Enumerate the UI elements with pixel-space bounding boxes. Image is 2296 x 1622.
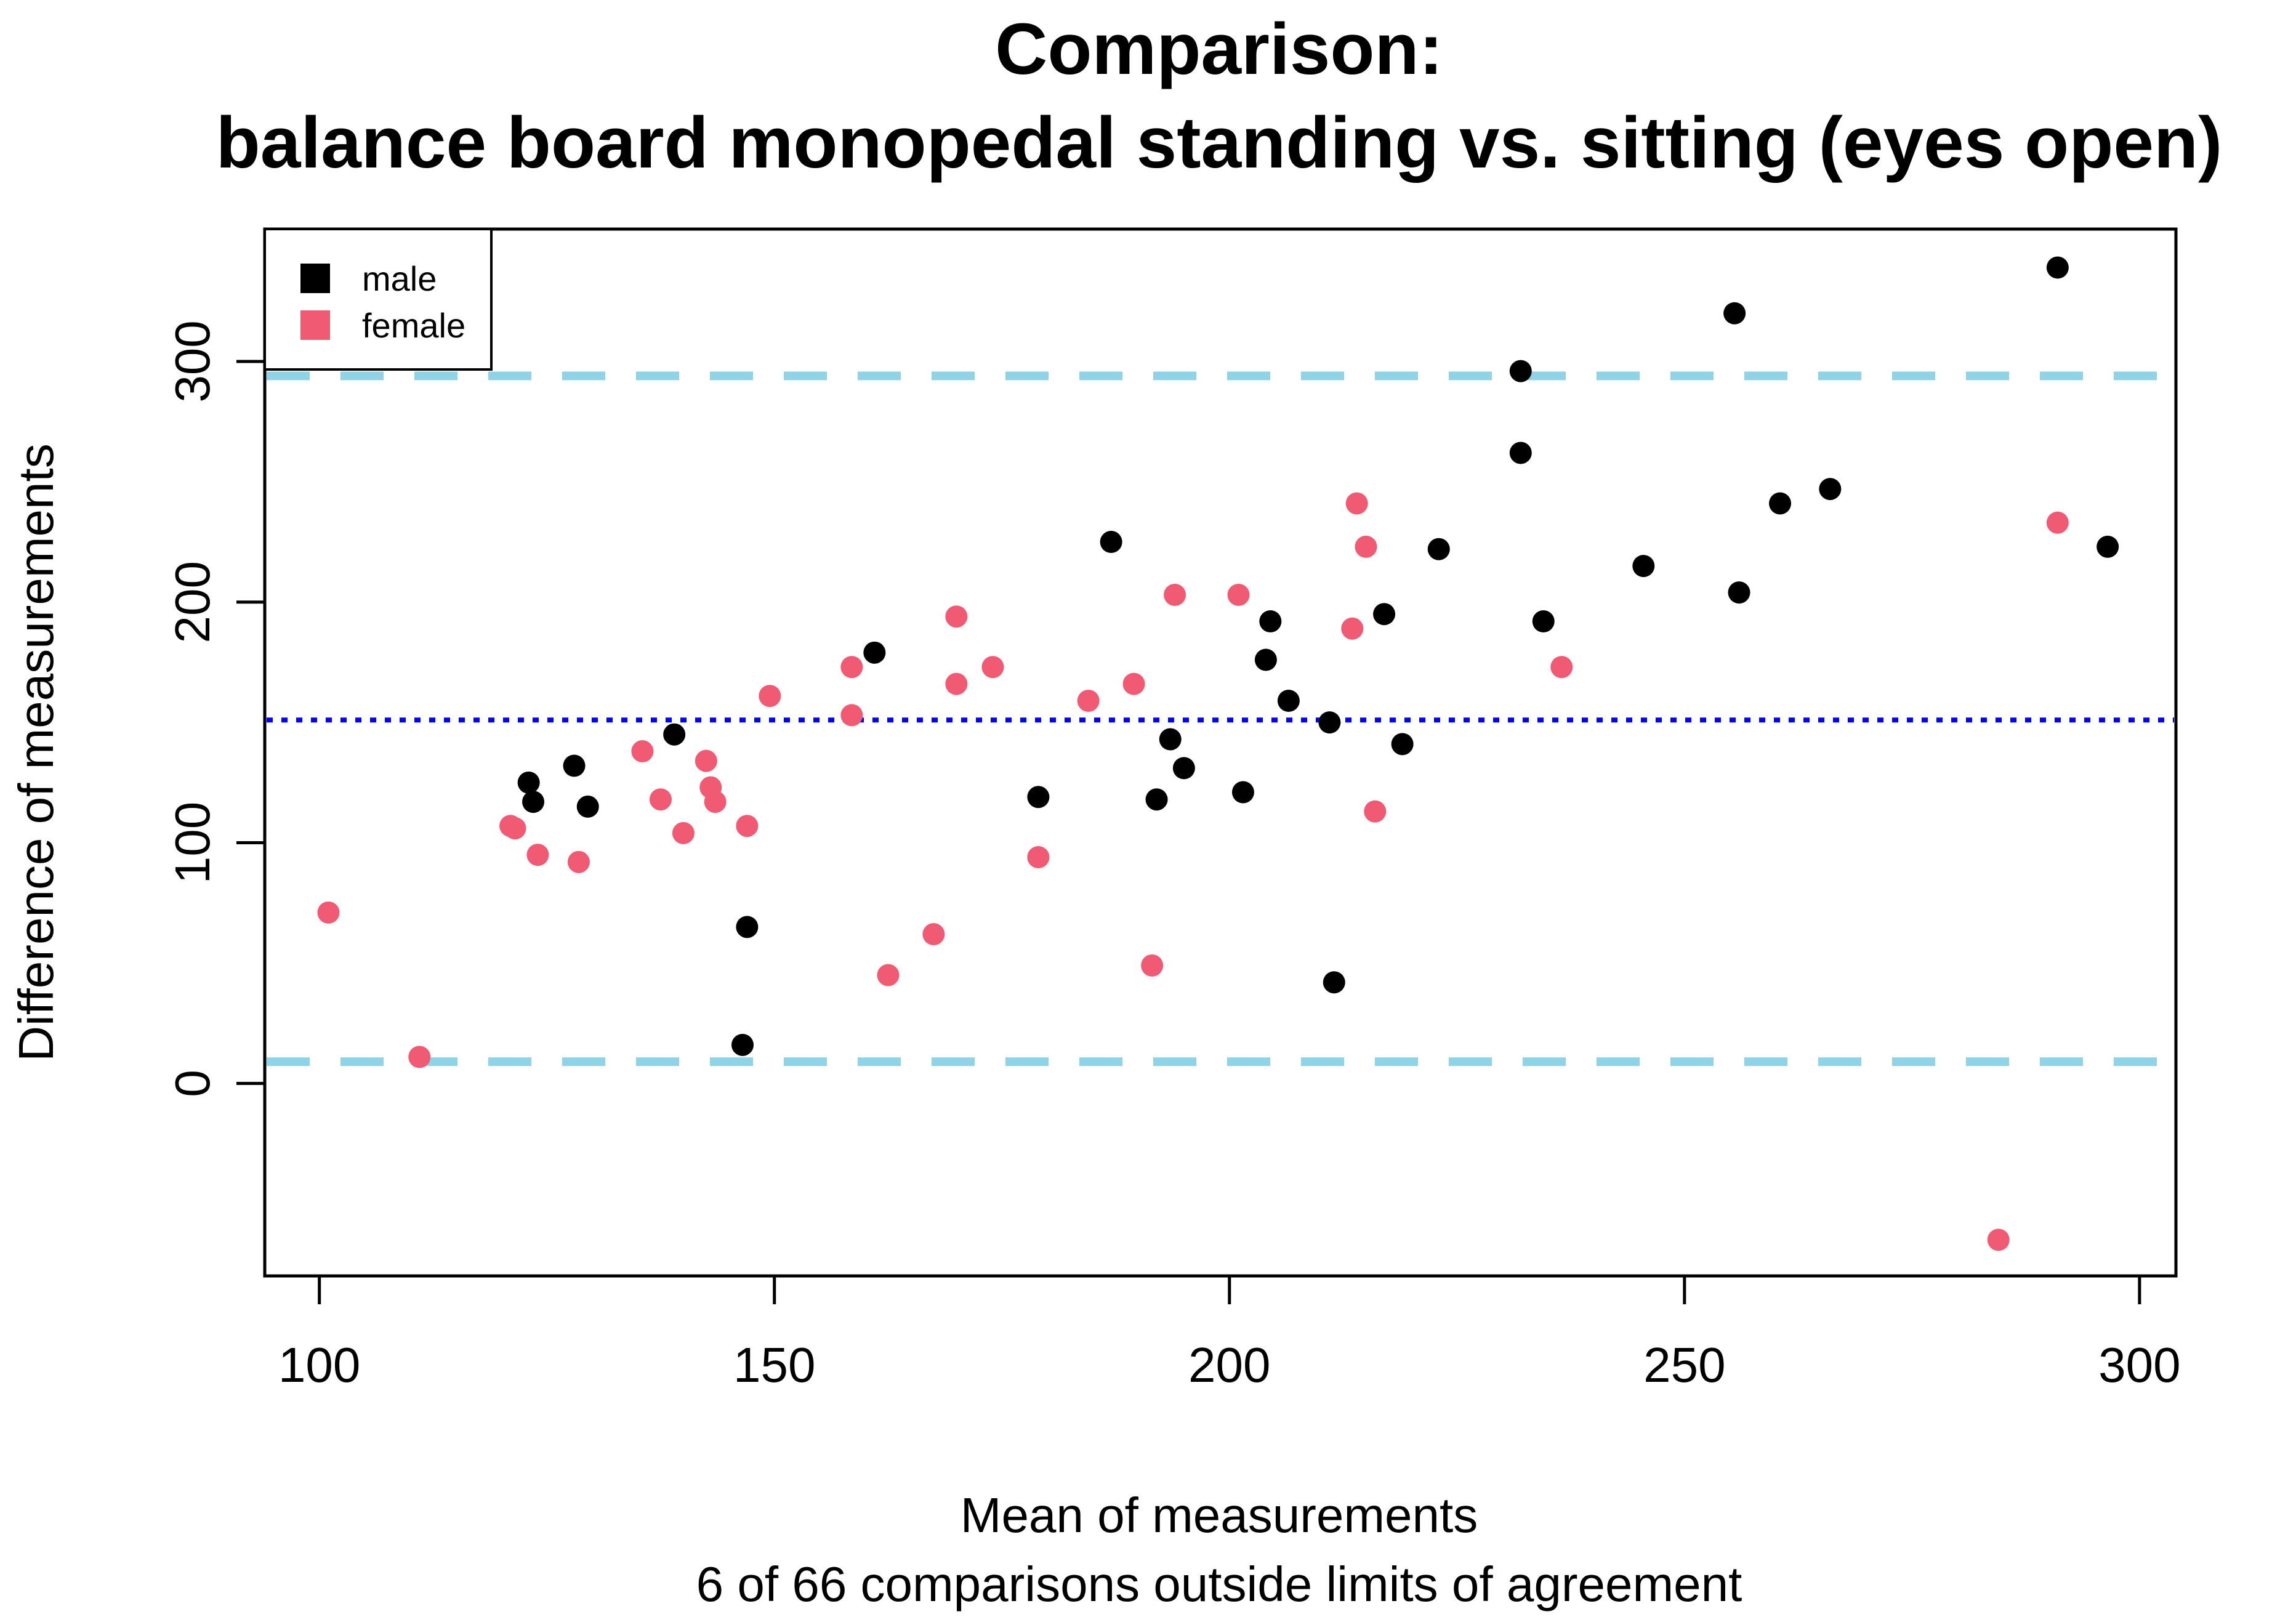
- male-point: [1159, 728, 1182, 751]
- female-point: [1077, 689, 1100, 712]
- x-axis-label: Mean of measurements: [961, 1488, 1478, 1543]
- male-point: [731, 1033, 754, 1056]
- female-point: [877, 964, 900, 987]
- x-tick-label: 250: [1643, 1338, 1725, 1392]
- male-point: [1172, 757, 1195, 780]
- male-point: [563, 754, 586, 777]
- male-point: [2097, 535, 2119, 558]
- male-point: [1509, 442, 1532, 464]
- male-point: [2046, 256, 2069, 279]
- male-point: [1728, 581, 1750, 604]
- female-point: [840, 704, 863, 727]
- female-point: [1227, 584, 1250, 607]
- legend-label-male: male: [362, 259, 437, 298]
- female-point: [922, 923, 945, 946]
- male-point: [1632, 555, 1655, 578]
- female-point: [631, 740, 654, 763]
- female-point: [1027, 846, 1050, 868]
- male-point: [1323, 971, 1345, 994]
- chart-title: Comparison:: [995, 9, 1443, 90]
- male-point: [517, 771, 540, 794]
- female-point: [408, 1046, 431, 1068]
- male-point: [1231, 781, 1254, 804]
- legend-box: [264, 228, 493, 371]
- male-point: [1373, 603, 1396, 626]
- male-point: [663, 723, 686, 746]
- male-point: [1145, 788, 1168, 811]
- female-point: [736, 815, 759, 837]
- male-point: [1254, 648, 1277, 671]
- x-tick-label: 150: [733, 1338, 815, 1392]
- data-points: [317, 256, 2119, 1251]
- male-point: [863, 641, 886, 664]
- male-point: [1027, 786, 1050, 809]
- reference-lines: [267, 371, 2174, 1067]
- female-point: [1122, 672, 1145, 695]
- female-point: [1341, 617, 1364, 640]
- male-point: [1391, 733, 1414, 756]
- x-tick-label: 100: [278, 1338, 360, 1392]
- female-point: [672, 821, 695, 844]
- female-point: [1364, 800, 1387, 823]
- male-point: [1723, 302, 1746, 325]
- y-tick-label: 300: [165, 320, 220, 402]
- chart-subtitle: balance board monopedal standing vs. sit…: [216, 102, 2223, 184]
- female-point: [704, 791, 727, 813]
- female-point: [695, 749, 717, 772]
- y-tick-label: 200: [165, 561, 220, 643]
- female-point: [1355, 535, 1377, 558]
- x-tick-label: 300: [2098, 1338, 2180, 1392]
- male-point: [522, 791, 545, 813]
- female-point: [504, 817, 526, 840]
- male-point: [1819, 478, 1842, 501]
- female-point: [1550, 656, 1573, 679]
- female-point: [1345, 492, 1368, 515]
- legend-swatch-male: [300, 264, 330, 293]
- female-point: [1141, 954, 1164, 977]
- female-point: [840, 656, 863, 679]
- female-point: [526, 844, 549, 866]
- male-point: [1509, 360, 1532, 382]
- y-tick-label: 0: [165, 1070, 220, 1097]
- female-point: [2046, 511, 2069, 534]
- female-point: [945, 605, 968, 628]
- male-point: [1532, 610, 1555, 633]
- legend: male female: [264, 228, 493, 371]
- female-point: [567, 850, 590, 873]
- y-tick-label: 100: [165, 802, 220, 884]
- male-point: [736, 916, 759, 938]
- male-point: [1318, 711, 1341, 734]
- female-point: [317, 901, 340, 924]
- male-point: [1769, 492, 1792, 515]
- y-axis-label: Difference of measurements: [9, 443, 63, 1061]
- male-point: [1259, 610, 1282, 633]
- x-axis: 100 150 200 250 300: [278, 1274, 2181, 1392]
- male-point: [1277, 689, 1300, 712]
- legend-label-female: female: [362, 306, 465, 345]
- female-point: [1987, 1229, 2010, 1251]
- female-point: [759, 685, 781, 708]
- female-point: [945, 672, 968, 695]
- plot-frame: [263, 227, 2178, 1278]
- male-point: [1100, 531, 1122, 554]
- female-point: [649, 788, 672, 811]
- legend-swatch-female: [300, 310, 330, 340]
- female-point: [981, 656, 1004, 679]
- female-point: [1164, 584, 1186, 607]
- x-axis-sublabel: 6 of 66 comparisons outside limits of ag…: [696, 1557, 1742, 1612]
- male-point: [576, 795, 599, 818]
- male-point: [1427, 538, 1450, 560]
- y-axis: 0 100 200 300: [165, 320, 267, 1097]
- x-tick-label: 200: [1188, 1338, 1270, 1392]
